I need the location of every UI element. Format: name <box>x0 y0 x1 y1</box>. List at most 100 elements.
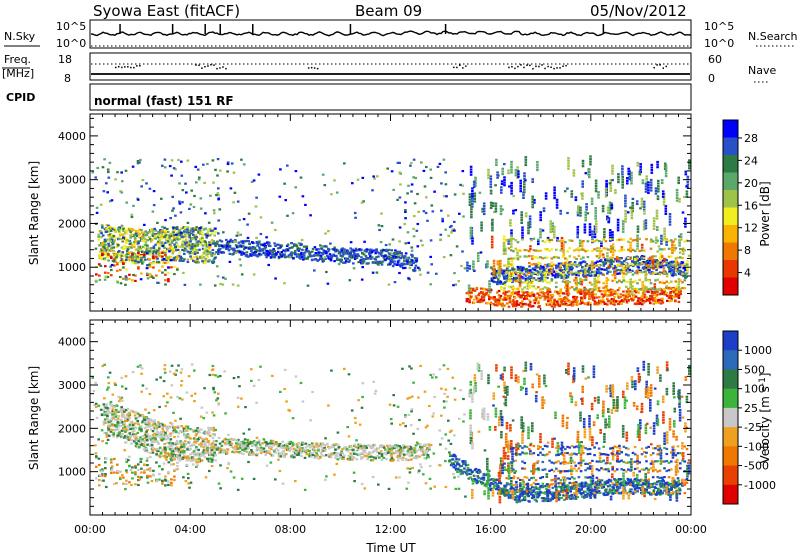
power-cell <box>306 257 309 260</box>
power-cell <box>157 240 160 243</box>
power-cell <box>591 296 594 299</box>
power-cell <box>636 288 639 291</box>
power-cell <box>674 280 678 283</box>
power-cell <box>656 160 659 164</box>
power-cell <box>520 296 523 299</box>
power-cell <box>675 292 679 295</box>
power-cell <box>617 181 620 184</box>
power-cell <box>576 236 579 239</box>
power-cell <box>125 276 128 279</box>
nave-dip-dot <box>198 64 200 67</box>
power-cell <box>598 255 602 258</box>
power-cell <box>665 243 668 246</box>
power-cell <box>539 266 543 269</box>
power-cell <box>589 264 592 267</box>
power-cell <box>416 222 420 226</box>
power-cell <box>442 158 446 161</box>
power-cell <box>615 292 619 295</box>
power-cell <box>91 171 95 174</box>
power-cell <box>550 266 554 269</box>
power-cell <box>674 273 678 276</box>
power-cell <box>572 171 576 175</box>
power-cell <box>190 189 193 192</box>
power-cell <box>564 241 567 244</box>
power-cell <box>461 184 464 187</box>
power-cell <box>562 263 565 266</box>
power-cell <box>173 243 176 246</box>
power-cell <box>164 234 167 237</box>
power-cell <box>623 298 627 301</box>
power-cell <box>561 262 565 265</box>
velocity-cell <box>125 434 129 437</box>
power-cell <box>286 249 290 252</box>
power-cell <box>486 260 489 263</box>
power-cell <box>507 285 511 288</box>
power-cell <box>165 238 168 242</box>
velocity-cell <box>112 435 115 438</box>
power-cell <box>112 240 116 244</box>
power-cell <box>620 249 623 253</box>
power-cell <box>204 227 208 230</box>
power-cell <box>285 244 289 247</box>
power-cell <box>609 179 613 182</box>
power-cell <box>294 186 297 189</box>
power-cell <box>521 304 524 307</box>
power-cell <box>277 257 281 260</box>
power-cell <box>588 292 591 295</box>
power-cell <box>211 229 215 232</box>
power-cell <box>156 281 159 284</box>
velocity-cell <box>119 410 123 413</box>
power-cell <box>530 263 533 266</box>
power-cell <box>172 258 175 261</box>
velocity-cell <box>124 435 127 438</box>
power-cell <box>489 192 493 195</box>
power-cell <box>588 173 591 176</box>
power-cell <box>429 239 433 242</box>
power-cell <box>120 191 124 194</box>
power-cell <box>519 179 522 182</box>
power-cell <box>643 267 647 270</box>
power-cell <box>614 189 617 192</box>
power-cell <box>669 294 672 297</box>
power-cell <box>607 219 611 223</box>
power-cell <box>653 293 657 296</box>
power-cell <box>544 275 547 278</box>
power-cell <box>485 288 488 291</box>
power-cell <box>398 240 401 243</box>
power-cell <box>685 275 688 278</box>
power-cell <box>617 260 621 263</box>
power-cell <box>575 301 579 304</box>
power-cell <box>217 194 220 197</box>
power-cell <box>441 220 444 223</box>
power-cell <box>295 245 299 248</box>
power-cell <box>497 264 501 267</box>
power-cell <box>686 183 690 186</box>
power-cell <box>553 194 556 197</box>
power-cell <box>568 271 572 274</box>
power-cell <box>575 289 578 292</box>
velocity-cell <box>134 427 138 430</box>
power-cell <box>664 293 667 296</box>
power-cell <box>673 290 676 293</box>
power-cell <box>158 247 161 250</box>
power-cell <box>510 168 513 171</box>
power-cell <box>551 227 554 230</box>
power-cell <box>588 295 591 298</box>
power-cell <box>175 249 178 252</box>
nave-dip-dot <box>529 64 531 67</box>
power-cell <box>328 253 332 256</box>
power-cell <box>192 205 196 209</box>
power-cell <box>160 197 163 200</box>
power-cell <box>150 250 154 253</box>
velocity-cell <box>136 431 140 434</box>
power-cell <box>489 175 493 178</box>
power-cell <box>656 288 659 291</box>
power-cell <box>609 189 613 192</box>
power-cell <box>526 287 530 290</box>
power-cell <box>139 278 143 281</box>
power-cell <box>590 263 594 266</box>
power-cell <box>109 244 113 247</box>
power-cell <box>352 254 355 257</box>
power-cell <box>473 289 477 292</box>
power-cell <box>615 264 619 267</box>
